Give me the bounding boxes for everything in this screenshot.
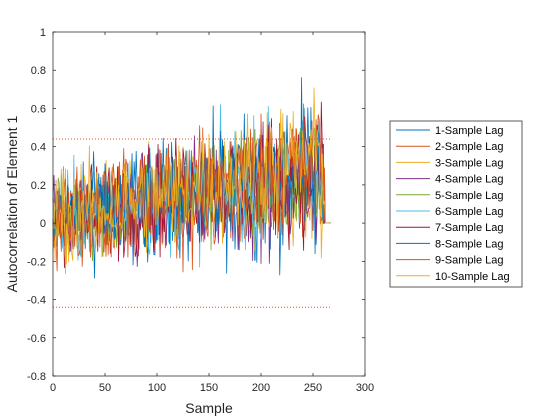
legend-entry-lag-4: 4-Sample Lag bbox=[435, 174, 504, 186]
legend-entry-lag-2: 2-Sample Lag bbox=[435, 141, 504, 153]
y-tick-label: 1 bbox=[40, 27, 46, 39]
series-line-lag-10 bbox=[52, 87, 331, 275]
x-tick-label: 250 bbox=[304, 382, 322, 394]
y-tick-label: -0.8 bbox=[27, 371, 46, 383]
x-tick-label: 300 bbox=[356, 382, 374, 394]
legend-entry-lag-8: 8-Sample Lag bbox=[435, 238, 504, 250]
y-tick-label: -0.2 bbox=[27, 256, 46, 268]
threshold-layer bbox=[53, 138, 331, 308]
y-tick-label: -0.6 bbox=[27, 333, 46, 345]
x-tick-label: 0 bbox=[50, 382, 56, 394]
y-tick-label: 0.2 bbox=[31, 180, 46, 192]
y-axis-label: Autocorrelation of Element 1 bbox=[4, 115, 20, 292]
legend-entry-lag-1: 1-Sample Lag bbox=[435, 125, 504, 137]
legend: 1-Sample Lag 2-Sample Lag 3-Sample Lag 4-Sa… bbox=[389, 120, 523, 288]
y-tick-label: 0.8 bbox=[31, 65, 46, 77]
x-tick-label: 100 bbox=[148, 382, 166, 394]
legend-entry-lag-7: 7-Sample Lag bbox=[435, 222, 504, 234]
legend-items: 1-Sample Lag 2-Sample Lag 3-Sample Lag 4-Sa… bbox=[396, 125, 510, 283]
y-tick-label: 0 bbox=[40, 218, 46, 230]
legend-entry-lag-9: 9-Sample Lag bbox=[435, 255, 504, 267]
legend-entry-lag-6: 6-Sample Lag bbox=[435, 206, 504, 218]
series-layer bbox=[52, 77, 331, 279]
y-tick-label: 0.4 bbox=[31, 142, 46, 154]
legend-entry-lag-5: 5-Sample Lag bbox=[435, 190, 504, 202]
x-tick-label: 150 bbox=[200, 382, 218, 394]
x-tick-label: 50 bbox=[99, 382, 111, 394]
legend-entry-lag-10: 10-Sample Lag bbox=[435, 271, 510, 283]
x-tick-label: 200 bbox=[252, 382, 270, 394]
tick-layer: 0 50 100 150 200 250 300 -0.8 -0.6 -0.4 -0.2 0 0.2 0.… bbox=[27, 27, 374, 394]
x-axis-label: Sample bbox=[185, 400, 233, 416]
y-tick-label: 0.6 bbox=[31, 103, 46, 115]
y-tick-label: -0.4 bbox=[27, 295, 46, 307]
legend-entry-lag-3: 3-Sample Lag bbox=[435, 157, 504, 169]
